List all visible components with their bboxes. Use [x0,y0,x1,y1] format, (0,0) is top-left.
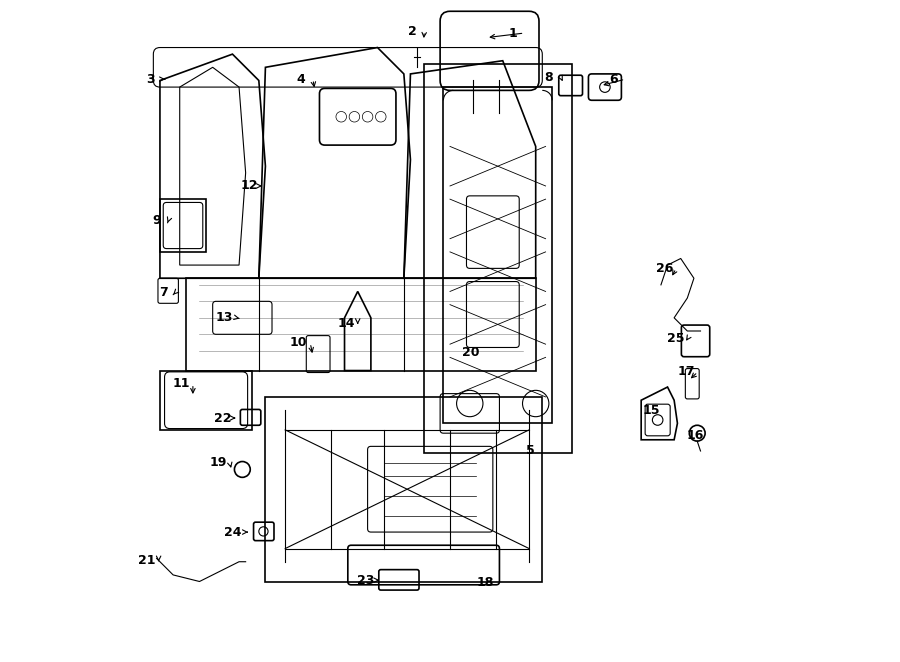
Text: 26: 26 [655,262,673,275]
Text: 16: 16 [687,429,704,442]
Text: 12: 12 [240,179,257,193]
Text: 21: 21 [138,554,156,567]
Text: 8: 8 [544,71,554,83]
Text: 23: 23 [357,574,374,587]
Text: 19: 19 [210,456,227,469]
Text: 6: 6 [609,73,617,85]
Text: 17: 17 [678,365,695,379]
Text: 14: 14 [338,316,355,330]
Text: 2: 2 [408,24,417,38]
Text: 7: 7 [159,286,167,299]
Text: 20: 20 [463,346,480,359]
Text: 25: 25 [667,332,684,346]
Text: 10: 10 [290,336,307,350]
Text: 9: 9 [152,214,161,227]
Text: 18: 18 [476,577,493,589]
Text: 5: 5 [526,444,535,457]
Text: 24: 24 [224,526,241,539]
Text: 11: 11 [172,377,190,390]
Text: 1: 1 [508,26,517,40]
Text: 4: 4 [297,73,305,85]
Text: 13: 13 [216,311,233,324]
Text: 22: 22 [214,412,231,424]
Text: 15: 15 [643,404,660,416]
Text: 3: 3 [146,73,155,85]
